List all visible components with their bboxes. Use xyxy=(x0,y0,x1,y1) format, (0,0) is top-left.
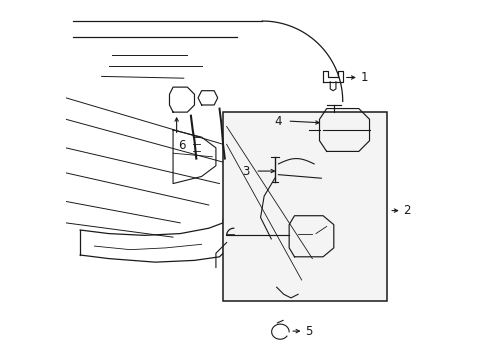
Text: 4: 4 xyxy=(274,114,282,127)
Text: 2: 2 xyxy=(403,204,410,217)
Text: 3: 3 xyxy=(242,165,249,177)
Text: 1: 1 xyxy=(360,71,367,84)
Bar xyxy=(223,112,386,301)
Text: 6: 6 xyxy=(178,139,185,152)
Text: 5: 5 xyxy=(305,325,312,338)
